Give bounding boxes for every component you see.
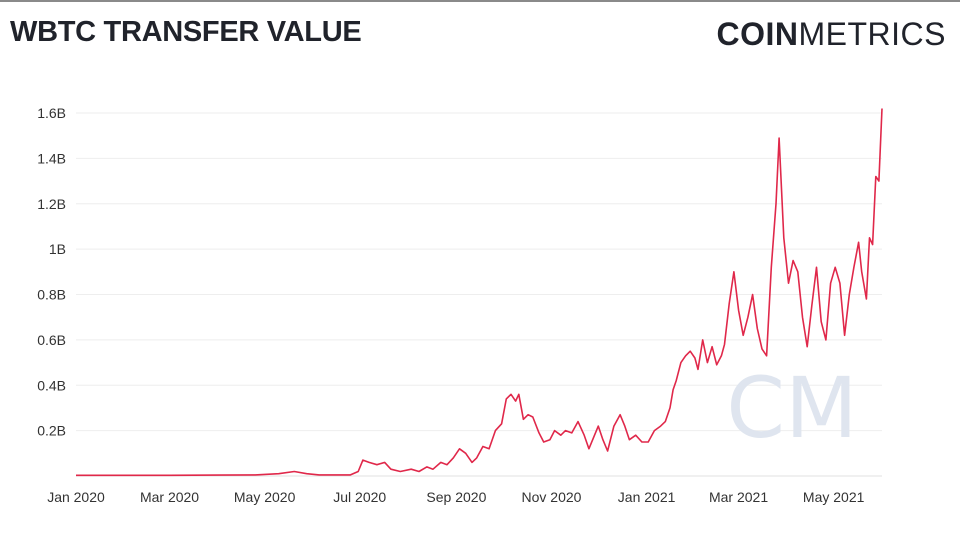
y-tick-label: 0.6B: [37, 332, 66, 348]
y-tick-label: 1.6B: [37, 105, 66, 121]
logo-bold-text: COIN: [716, 16, 799, 52]
x-tick-label: May 2020: [234, 489, 296, 505]
y-axis-ticks: 0.2B 0.4B 0.6B 0.8B 1B 1.2B 1.4B 1.6B: [37, 105, 66, 439]
x-tick-label: Mar 2020: [140, 489, 199, 505]
y-tick-label: 1.4B: [37, 150, 66, 166]
y-tick-label: 1.2B: [37, 196, 66, 212]
chart-title: WBTC TRANSFER VALUE: [10, 16, 362, 48]
y-tick-label: 0.2B: [37, 423, 66, 439]
y-tick-label: 0.4B: [37, 377, 66, 393]
x-tick-label: Jan 2021: [618, 489, 676, 505]
gridlines: [76, 112, 882, 432]
y-tick-label: 0.8B: [37, 287, 66, 303]
x-tick-label: Nov 2020: [522, 489, 582, 505]
coinmetrics-logo: COINMETRICS: [717, 16, 947, 53]
x-tick-label: Mar 2021: [709, 489, 768, 505]
watermark-logo: CM: [726, 359, 857, 457]
logo-light-text: METRICS: [798, 16, 946, 52]
x-tick-label: Jan 2020: [47, 489, 105, 505]
x-tick-label: Jul 2020: [333, 489, 386, 505]
y-tick-label: 1B: [49, 241, 66, 257]
x-tick-label: May 2021: [803, 489, 865, 505]
top-border: [0, 0, 960, 2]
series-line: [76, 108, 883, 477]
x-axis-ticks: Jan 2020 Mar 2020 May 2020 Jul 2020 Sep 2020…: [47, 489, 864, 505]
x-tick-label: Sep 2020: [426, 489, 486, 505]
